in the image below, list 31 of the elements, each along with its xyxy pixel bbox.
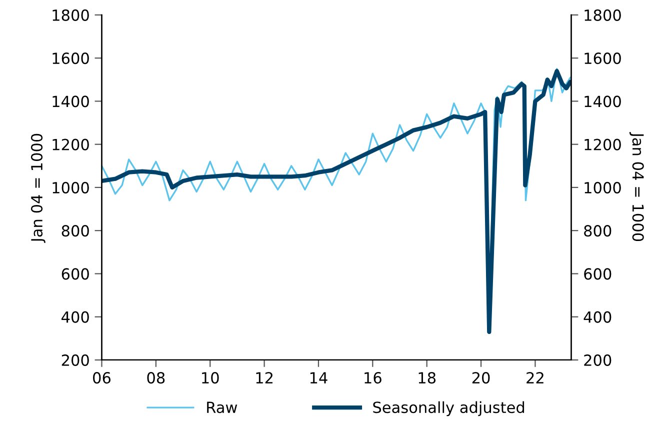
y-axis-title: Jan 04 = 1000 [30, 134, 46, 243]
y-tick-label: 400 [62, 311, 89, 323]
y2-tick-label: 1200 [584, 138, 621, 150]
y2-tick-label: 1600 [584, 52, 621, 64]
y2-axis-title: Jan 04 = 1000 [629, 132, 644, 242]
x-tick-label: 10 [202, 372, 219, 384]
y2-tick-label: 1800 [584, 9, 621, 21]
x-tick-label: 14 [310, 372, 328, 384]
y-tick-label: 600 [62, 268, 89, 280]
y2-tick-label: 1000 [584, 182, 621, 194]
y2-tick-label: 1400 [584, 96, 621, 108]
y2-tick-label: 800 [584, 225, 612, 237]
y-tick-label: 200 [62, 354, 89, 366]
y-tick-label: 800 [62, 225, 89, 237]
y2-tick-label: 200 [584, 354, 612, 366]
legend-label: Raw [207, 402, 238, 414]
y-tick-label: 1200 [52, 138, 89, 150]
y-tick-label: 1000 [52, 182, 89, 194]
x-tick-label: 08 [147, 372, 165, 384]
x-tick-label: 06 [93, 372, 111, 384]
legend-label: Seasonally adjusted [373, 401, 524, 416]
y-tick-label: 1600 [52, 52, 89, 64]
y-tick-label: 1400 [52, 96, 89, 108]
x-tick-label: 12 [256, 372, 272, 384]
y2-tick-label: 400 [584, 311, 612, 323]
y-tick-label: 1800 [52, 9, 89, 21]
x-tick-label: 22 [526, 372, 544, 384]
x-tick-label: 20 [472, 372, 490, 384]
y2-tick-label: 600 [584, 268, 612, 280]
x-tick-label: 16 [364, 372, 382, 384]
x-tick-label: 18 [418, 372, 436, 384]
